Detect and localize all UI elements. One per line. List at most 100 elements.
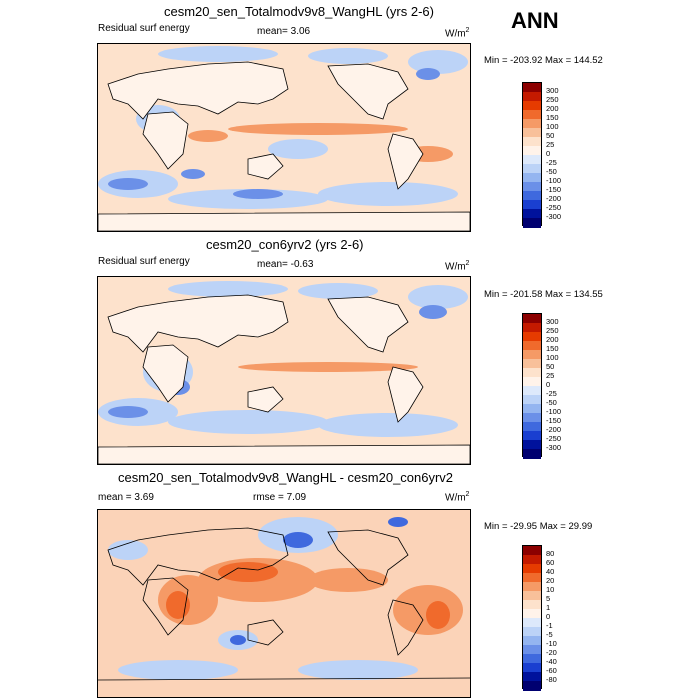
colorbar-level-label: 250 [546,95,559,104]
colorbar-swatch [523,395,541,405]
colorbar-level-label: 5 [546,594,551,603]
colorbar-swatch [523,332,541,342]
strong-negative-patches [230,517,408,645]
colorbar-swatch [523,386,541,396]
colorbar-level-label: -200 [546,425,562,434]
colorbar-level-label: 100 [546,122,559,131]
continent-outlines [98,61,470,231]
panel2-minmax: Min = -201.58 Max = 134.55 [484,289,603,300]
panel1-title: cesm20_sen_Totalmodv9v8_WangHL (yrs 2-6) [164,4,434,19]
colorbar-swatch [523,209,541,219]
colorbar-level-label: 0 [546,149,551,158]
colorbar-level-label: 0 [546,612,551,621]
colorbar-swatch [523,128,541,138]
colorbar-swatch [523,564,541,574]
colorbar-level-label: -150 [546,416,562,425]
panel2-units: W/m2 [445,260,470,273]
colorbar-level-label: -25 [546,158,557,167]
panel3-map-svg [98,510,470,697]
colorbar-swatch [523,110,541,120]
colorbar-level-label: -40 [546,657,557,666]
colorbar-swatch [523,609,541,619]
colorbar-swatch [523,645,541,655]
colorbar-level-label: -300 [546,212,562,221]
colorbar-level-label: 200 [546,335,559,344]
colorbar-level-label: -80 [546,675,557,684]
panel1-map [97,43,471,232]
panel2-map-svg [98,277,470,464]
colorbar-swatch [523,137,541,147]
colorbar-swatch [523,314,541,324]
panel3-map [97,509,471,698]
colorbar-level-label: -100 [546,407,562,416]
colorbar-level-label: -20 [546,648,557,657]
colorbar-level-label: 100 [546,353,559,362]
panel1-variable-label: Residual surf energy [98,23,190,34]
colorbar-swatch [523,191,541,201]
colorbar-swatch [523,440,541,450]
colorbar-level-label: -60 [546,666,557,675]
colorbar-swatch [523,323,541,333]
panel3-mean: mean = 3.69 [98,492,154,503]
colorbar-swatch [523,636,541,646]
panel2-mean: mean= -0.63 [257,259,314,270]
colorbar-swatch [523,368,541,378]
colorbar-swatch [523,164,541,174]
colorbar-swatch [523,663,541,673]
colorbar-swatch [523,591,541,601]
panel1-mean: mean= 3.06 [257,26,311,37]
colorbar-swatch [523,449,541,459]
colorbar-swatch [523,182,541,192]
colorbar-swatch [523,681,541,691]
colorbar-level-label: 60 [546,558,555,567]
negative-difference-patches [108,517,418,680]
colorbar-swatch [523,618,541,628]
colorbar-swatch [523,218,541,228]
panel3-title: cesm20_sen_Totalmodv9v8_WangHL - cesm20_… [118,470,454,485]
colorbar-level-label: 40 [546,567,555,576]
colorbar-level-label: 80 [546,549,555,558]
colorbar-level-label: -200 [546,194,562,203]
colorbar-swatch [523,92,541,102]
panel2-colorbar [522,313,542,459]
colorbar-level-label: 50 [546,131,555,140]
colorbar-level-label: -50 [546,167,557,176]
colorbar-level-label: 150 [546,344,559,353]
colorbar-swatch [523,200,541,210]
colorbar-level-label: -5 [546,630,553,639]
colorbar-level-label: 0 [546,380,551,389]
colorbar-swatch [523,546,541,556]
colorbar-swatch [523,555,541,565]
colorbar-swatch [523,83,541,93]
colorbar-level-label: -150 [546,185,562,194]
continent-outlines [98,527,470,681]
colorbar-level-label: 1 [546,603,551,612]
colorbar-level-label: 200 [546,104,559,113]
colorbar-level-label: -50 [546,398,557,407]
colorbar-swatch [523,431,541,441]
colorbar-swatch [523,350,541,360]
colorbar-swatch [523,146,541,156]
season-label: ANN [511,8,559,33]
panel1-map-svg [98,44,470,231]
colorbar-swatch [523,654,541,664]
colorbar-swatch [523,359,541,369]
panel2-map [97,276,471,465]
colorbar-swatch [523,582,541,592]
colorbar-level-label: 20 [546,576,555,585]
positive-anomaly-band [238,362,418,372]
colorbar-level-label: 10 [546,585,555,594]
colorbar-level-label: -250 [546,203,562,212]
panel3-units: W/m2 [445,491,470,504]
panel2-variable-label: Residual surf energy [98,256,190,267]
colorbar-swatch [523,404,541,414]
colorbar-level-label: -300 [546,443,562,452]
colorbar-level-label: -100 [546,176,562,185]
colorbar-level-label: 150 [546,113,559,122]
strong-negative-patches [108,68,440,199]
panel1-colorbar [522,82,542,228]
colorbar-swatch [523,341,541,351]
panel3-colorbar [522,545,542,691]
panel2-title: cesm20_con6yrv2 (yrs 2-6) [206,237,364,252]
colorbar-level-label: -25 [546,389,557,398]
